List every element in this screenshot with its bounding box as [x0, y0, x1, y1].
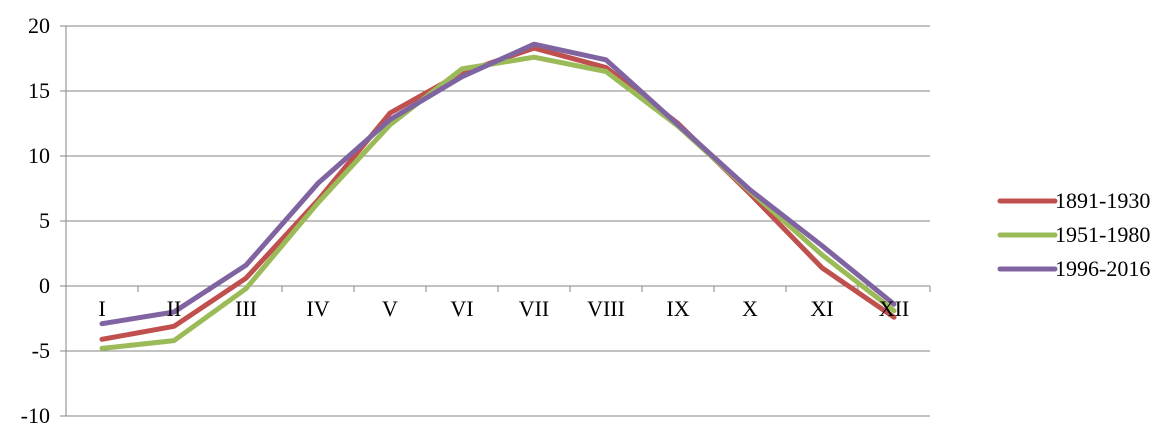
gridlines [60, 25, 931, 417]
legend-label: 1951-1980 [1055, 222, 1150, 247]
y-tick-label: -5 [32, 338, 50, 363]
x-tick-label: VI [450, 296, 473, 321]
x-tick-label: IV [306, 296, 329, 321]
x-tick-label: I [98, 296, 105, 321]
series-lines [99, 41, 897, 351]
series-line-1996-2016 [99, 41, 897, 327]
y-tick-label: -10 [21, 403, 50, 427]
x-tick-label: V [382, 296, 398, 321]
x-tick-label: III [235, 296, 257, 321]
y-axis-tick-labels: -10 -5 0 5 10 15 20 [21, 13, 50, 427]
y-tick-label: 5 [39, 208, 50, 233]
x-tick-label: VIII [587, 296, 625, 321]
x-tick-label: VII [519, 296, 550, 321]
x-tick-label: II [167, 296, 182, 321]
y-tick-label: 0 [39, 273, 50, 298]
x-tick-label: XI [810, 296, 833, 321]
x-axis-tick-labels: I II III IV V VI VII VIII IX X XI XII [98, 296, 909, 321]
x-tick-label: IX [666, 296, 689, 321]
legend: 1891-1930 1951-1980 1996-2016 [997, 188, 1150, 281]
x-tick-label: XII [879, 296, 910, 321]
series-line-1951-1980 [99, 54, 897, 351]
legend-label: 1996-2016 [1055, 256, 1150, 281]
y-tick-label: 10 [28, 143, 50, 168]
y-tick-label: 20 [28, 13, 50, 38]
x-tick-label: X [742, 296, 758, 321]
legend-label: 1891-1930 [1055, 188, 1150, 213]
series-line-1891-1930 [99, 45, 897, 342]
y-tick-label: 15 [28, 78, 50, 103]
